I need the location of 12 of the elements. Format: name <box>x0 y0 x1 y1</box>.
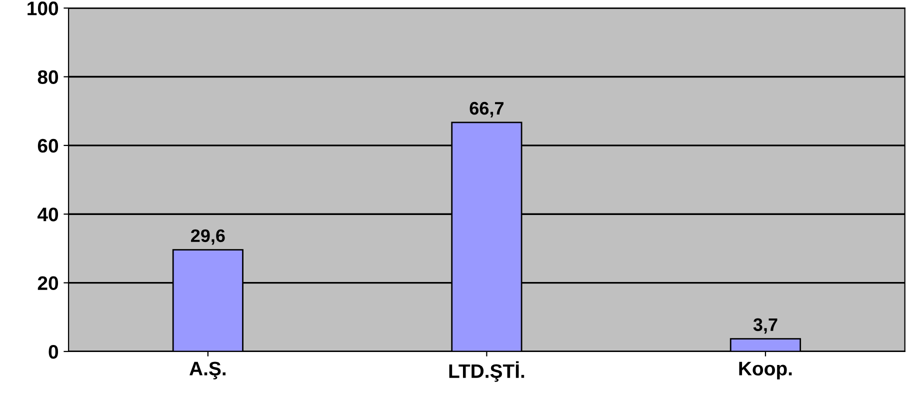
y-tick-label: 100 <box>28 2 58 16</box>
y-tick-label: 0 <box>48 344 58 359</box>
data-label: 3,7 <box>753 318 778 334</box>
y-tick-label: 60 <box>38 138 58 153</box>
y-tick-label: 80 <box>38 70 58 84</box>
x-tick-label: LTD.ŞTİ. <box>449 361 524 382</box>
data-label: 66,7 <box>470 102 504 118</box>
y-tick-label: 20 <box>38 276 58 290</box>
x-tick-label: Koop. <box>739 362 792 380</box>
y-tick-label: 40 <box>37 208 58 222</box>
x-tick-label: A.Ş. <box>190 362 226 380</box>
data-label: 29,6 <box>190 229 225 245</box>
